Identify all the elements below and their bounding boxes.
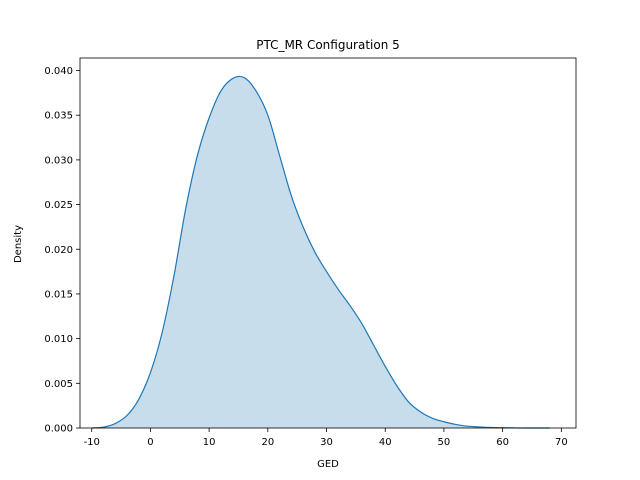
x-axis: -10 0 10 20 30 40 50 60 70 [84,428,568,448]
y-tick-label: 0.035 [44,111,73,122]
x-axis-label: GED [317,459,339,470]
chart-title: PTC_MR Configuration 5 [256,38,400,52]
y-tick-label: 0.005 [44,379,73,390]
x-tick-label: 0 [147,437,153,448]
y-tick-label: 0.025 [44,200,73,211]
x-tick-label: 60 [496,437,509,448]
y-tick-label: 0.015 [44,289,73,300]
x-tick-label: 40 [379,437,392,448]
plot-area [79,57,577,429]
y-tick-label: 0.040 [44,66,73,77]
x-tick-label: -10 [84,437,100,448]
x-tick-label: 70 [555,437,568,448]
y-axis-label: Density [13,225,24,263]
plot-frame [79,57,577,429]
y-tick-label: 0.000 [44,424,73,435]
x-tick-label: 20 [261,437,274,448]
y-tick-label: 0.010 [44,334,73,345]
x-tick-label: 50 [438,437,451,448]
x-tick-label: 10 [203,437,216,448]
density-area [91,76,550,429]
x-tick-label: 30 [320,437,333,448]
density-line [91,75,550,429]
y-tick-label: 0.030 [44,155,73,166]
y-tick-label: 0.020 [44,245,73,256]
y-axis: 0.000 0.005 0.010 0.015 0.020 0.025 0.030 0.035… [44,66,80,435]
